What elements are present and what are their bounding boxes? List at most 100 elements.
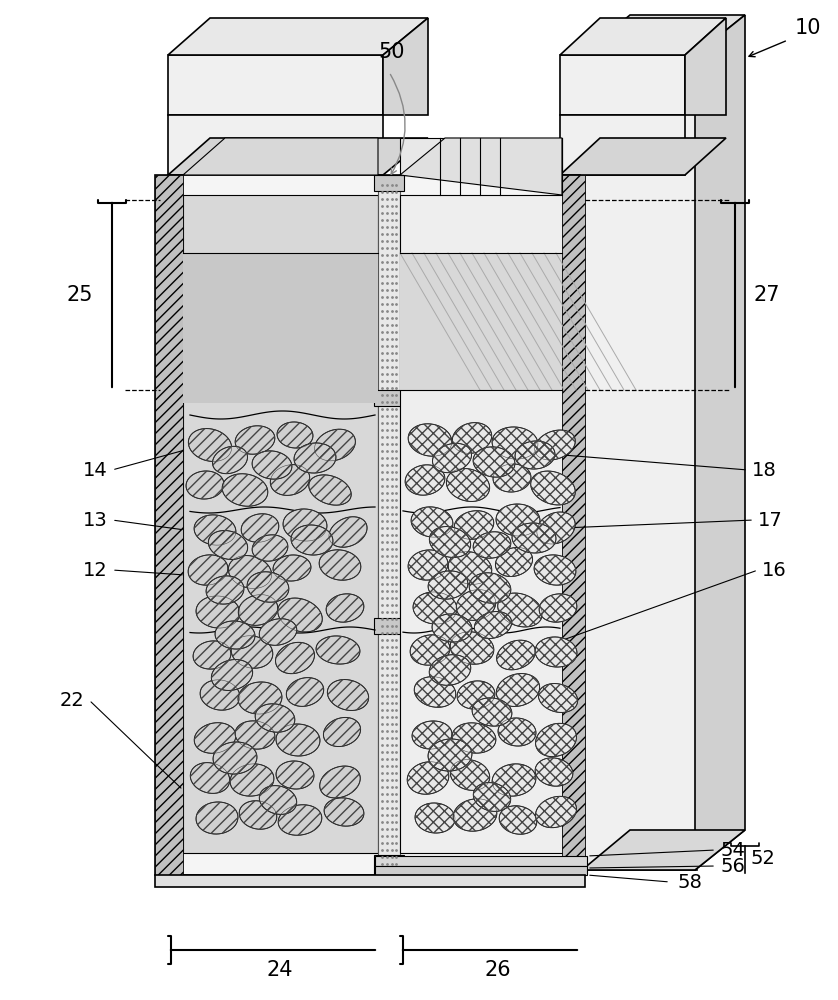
Polygon shape [238,595,277,625]
Polygon shape [415,803,455,833]
Bar [155,175,580,875]
Polygon shape [200,680,240,710]
Polygon shape [410,635,450,665]
Polygon shape [271,465,310,495]
Polygon shape [291,525,333,555]
Text: 14: 14 [83,460,107,480]
Polygon shape [537,512,575,544]
Polygon shape [196,802,238,834]
Text: 54: 54 [720,840,745,859]
Polygon shape [515,441,555,469]
Polygon shape [582,15,745,55]
Bar [378,175,400,875]
Polygon shape [497,640,535,670]
Text: 22: 22 [59,690,85,710]
Polygon shape [320,766,360,798]
Polygon shape [238,682,282,714]
Polygon shape [432,614,472,642]
Polygon shape [457,590,495,620]
Polygon shape [215,621,255,649]
Polygon shape [453,423,492,453]
Polygon shape [247,572,289,602]
Polygon shape [539,594,577,622]
Polygon shape [329,517,367,547]
Polygon shape [454,511,494,539]
Polygon shape [447,469,489,501]
Bar [168,115,383,175]
Polygon shape [492,427,538,459]
Polygon shape [259,786,297,814]
Polygon shape [222,474,268,506]
Polygon shape [407,762,449,794]
Polygon shape [277,422,313,448]
Polygon shape [695,15,745,870]
Polygon shape [206,576,244,604]
Polygon shape [560,18,726,55]
Text: 13: 13 [83,510,107,530]
Bar [560,55,685,115]
Polygon shape [241,514,279,542]
Polygon shape [276,761,314,789]
Text: 10: 10 [795,18,821,38]
Text: 18: 18 [752,460,777,480]
Bar [375,856,587,866]
Polygon shape [535,430,576,460]
Polygon shape [499,806,537,834]
Text: 52: 52 [750,848,775,867]
Polygon shape [213,742,257,774]
Polygon shape [429,655,471,685]
Polygon shape [308,475,351,505]
Polygon shape [498,718,536,746]
Polygon shape [473,532,511,558]
Polygon shape [448,552,492,584]
Bar [183,195,378,853]
Polygon shape [495,547,533,577]
Polygon shape [273,555,311,581]
Polygon shape [239,801,277,829]
Text: 50: 50 [379,42,406,62]
Polygon shape [328,680,369,710]
Polygon shape [535,796,577,828]
Polygon shape [498,593,542,627]
Polygon shape [194,515,235,545]
Polygon shape [534,555,576,585]
Bar [582,55,697,870]
Polygon shape [400,138,562,195]
Polygon shape [411,507,453,537]
Text: 26: 26 [484,960,511,980]
Polygon shape [211,660,252,690]
Polygon shape [235,721,275,749]
Polygon shape [319,550,361,580]
Polygon shape [278,805,322,835]
Polygon shape [512,523,556,553]
Polygon shape [400,138,562,175]
Polygon shape [228,556,272,588]
Polygon shape [530,471,576,505]
Polygon shape [429,527,471,557]
Polygon shape [453,723,496,753]
Polygon shape [400,253,562,390]
Polygon shape [383,18,428,115]
Polygon shape [287,678,323,706]
Polygon shape [408,550,447,580]
Bar [374,390,404,406]
Polygon shape [450,760,489,790]
Polygon shape [413,592,457,624]
Bar [155,875,585,887]
Bar [374,175,404,191]
Bar [560,115,685,175]
Polygon shape [428,739,472,771]
Polygon shape [535,637,577,667]
Text: 24: 24 [266,960,293,980]
Polygon shape [190,763,230,793]
Bar [168,55,383,115]
Text: 58: 58 [678,872,702,892]
Polygon shape [457,681,495,709]
Bar [183,253,378,403]
Polygon shape [326,594,364,622]
Text: 17: 17 [758,510,783,530]
Polygon shape [535,723,577,757]
Bar [375,866,587,875]
Bar [374,855,404,875]
Polygon shape [405,465,445,495]
